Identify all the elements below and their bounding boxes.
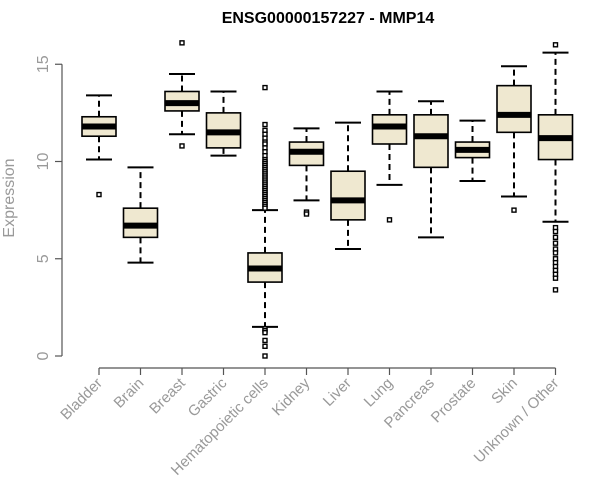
x-category-label: Brain: [111, 375, 148, 412]
box-prostate: [454, 119, 491, 182]
outlier-point: [552, 275, 559, 281]
box-unknown-other: [537, 42, 574, 293]
y-axis: 0 5 10 15: [35, 55, 63, 360]
x-category-label: Skin: [488, 375, 521, 408]
box-breast: [164, 40, 200, 149]
outlier-point: [262, 121, 268, 128]
outlier-point: [552, 287, 559, 293]
boxes-group: [81, 40, 574, 359]
box-pancreas: [413, 100, 449, 239]
outlier-point: [552, 240, 559, 246]
x-category-label: Lung: [361, 375, 397, 411]
box-liver: [330, 121, 366, 251]
x-category-label: Kidney: [269, 374, 314, 419]
outlier-point: [262, 353, 268, 359]
box-brain: [122, 166, 159, 264]
outlier-point: [386, 217, 393, 223]
box-gastric: [205, 90, 242, 157]
outlier-point: [179, 143, 185, 149]
iqr-box: [330, 170, 366, 221]
box-hematopoietic-cells: [247, 84, 283, 359]
outlier-point: [552, 42, 559, 48]
x-category-label: Liver: [320, 375, 355, 410]
box-kidney: [288, 127, 325, 217]
outlier-point: [262, 343, 268, 349]
outlier-point: [262, 84, 268, 91]
y-tick-label: 10: [35, 153, 52, 171]
outlier-point: [303, 211, 310, 217]
iqr-box: [496, 84, 532, 134]
y-tick-label: 5: [35, 254, 52, 263]
box-lung: [371, 90, 408, 223]
outlier-point: [179, 40, 185, 46]
outlier-point: [511, 207, 517, 213]
x-category-label: Prostate: [428, 375, 480, 427]
box-bladder: [81, 94, 117, 198]
outlier-point: [262, 205, 268, 211]
iqr-box: [413, 114, 449, 169]
outlier-point: [96, 191, 102, 198]
x-category-label: Bladder: [57, 375, 106, 424]
outlier-point: [552, 228, 559, 235]
y-tick-label: 0: [35, 351, 52, 360]
outlier-point: [552, 250, 559, 256]
outlier-point: [262, 337, 268, 344]
chart-title: ENSG00000157227 - MMP14: [222, 10, 435, 27]
y-axis-label: Expression: [1, 158, 18, 237]
outlier-point: [262, 329, 268, 336]
y-tick-label: 15: [35, 55, 52, 73]
box-skin: [496, 65, 532, 213]
outlier-point: [552, 234, 559, 241]
x-category-label: Breast: [146, 374, 189, 417]
